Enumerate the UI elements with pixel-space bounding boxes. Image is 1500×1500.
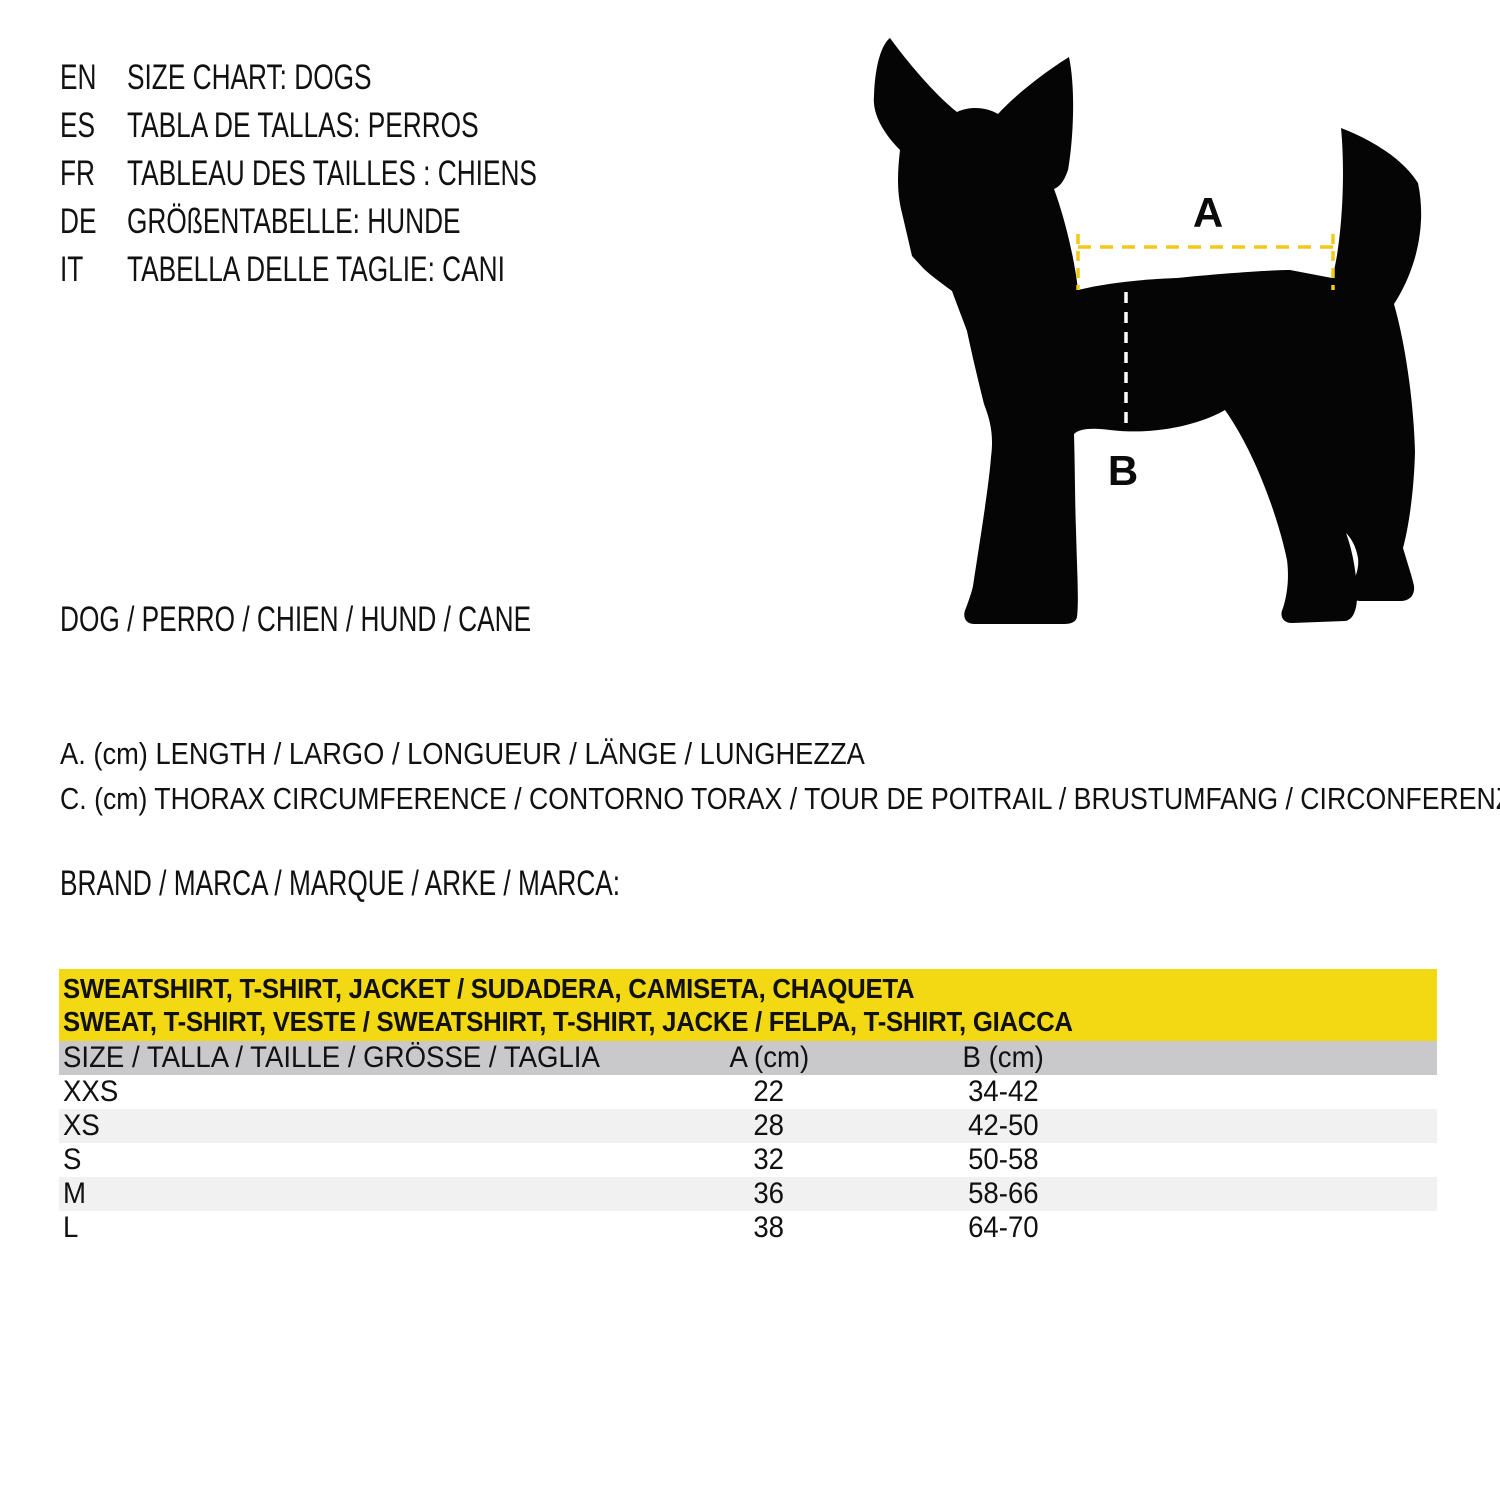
column-header-b: B (cm): [962, 1041, 1044, 1074]
cell-b: 64-70: [967, 1211, 1039, 1244]
legend-line-c: C. (cm) THORAX CIRCUMFERENCE / CONTORNO …: [60, 776, 1500, 821]
cell-a: 32: [753, 1143, 785, 1176]
brand-line: BRAND / MARCA / MARQUE / ARKE / MARCA:: [60, 861, 807, 906]
cell-a: 28: [753, 1109, 785, 1142]
cell-b: 34-42: [967, 1075, 1039, 1108]
legend-line-c-text: C. (cm) THORAX CIRCUMFERENCE / CONTORNO …: [60, 781, 1500, 816]
column-header-size: SIZE / TALLA / TAILLE / GRÖSSE / TAGLIA: [63, 1041, 600, 1074]
cell-b: 58-66: [967, 1177, 1039, 1210]
lang-label: SIZE CHART: DOGS: [127, 58, 372, 97]
table-row-xs: XS 28 42-50: [59, 1109, 1437, 1143]
table-row-s: S 32 50-58: [59, 1143, 1437, 1177]
lang-label: TABLEAU DES TAILLES : CHIENS: [127, 154, 537, 193]
cell-b: 50-58: [967, 1143, 1039, 1176]
dog-caption-text: DOG / PERRO / CHIEN / HUND / CANE: [60, 600, 532, 639]
lang-code: DE: [60, 202, 97, 241]
table-row-xxs: XXS 22 34-42: [59, 1075, 1437, 1109]
cell-size: XXS: [63, 1075, 119, 1108]
lang-row-it: IT TABELLA DELLE TAGLIE: CANI: [60, 246, 674, 294]
lang-code: IT: [60, 250, 84, 289]
column-header-a: A (cm): [729, 1041, 809, 1074]
size-table-title-band: SWEATSHIRT, T-SHIRT, JACKET / SUDADERA, …: [59, 969, 1437, 1041]
cell-a: 38: [753, 1211, 785, 1244]
cell-size: XS: [63, 1109, 100, 1142]
brand-line-text: BRAND / MARCA / MARQUE / ARKE / MARCA:: [60, 864, 621, 903]
lang-row-de: DE GRÖßENTABELLE: HUNDE: [60, 198, 674, 246]
language-title-list: EN SIZE CHART: DOGS ES TABLA DE TALLAS: …: [60, 54, 674, 294]
lang-label: TABLA DE TALLAS: PERROS: [127, 106, 479, 145]
cell-b: 42-50: [967, 1109, 1039, 1142]
lang-label: TABELLA DELLE TAGLIE: CANI: [127, 250, 505, 289]
lang-label: GRÖßENTABELLE: HUNDE: [127, 202, 461, 241]
size-table-title-line2: SWEAT, T-SHIRT, VESTE / SWEATSHIRT, T-SH…: [63, 1006, 1073, 1037]
table-row-l: L 38 64-70: [59, 1211, 1437, 1245]
size-table-body: XXS 22 34-42 XS 28 42-50 S 32 50-58 M 36…: [59, 1075, 1437, 1245]
cell-size: M: [63, 1177, 86, 1210]
size-table-header-row: SIZE / TALLA / TAILLE / GRÖSSE / TAGLIA …: [59, 1041, 1437, 1075]
dog-measurement-diagram: A B: [860, 20, 1452, 652]
dog-silhouette-icon: [873, 38, 1422, 624]
legend-line-a: A. (cm) LENGTH / LARGO / LONGUEUR / LÄNG…: [60, 731, 975, 776]
dog-caption: DOG / PERRO / CHIEN / HUND / CANE: [60, 597, 688, 642]
cell-size: S: [63, 1143, 82, 1176]
cell-size: L: [63, 1211, 79, 1244]
lang-row-fr: FR TABLEAU DES TAILLES : CHIENS: [60, 150, 674, 198]
measure-label-b: B: [1108, 447, 1138, 494]
cell-a: 22: [753, 1075, 785, 1108]
lang-row-es: ES TABLA DE TALLAS: PERROS: [60, 102, 674, 150]
lang-row-en: EN SIZE CHART: DOGS: [60, 54, 674, 102]
lang-code: EN: [60, 58, 97, 97]
measure-label-a: A: [1193, 189, 1223, 236]
table-row-m: M 36 58-66: [59, 1177, 1437, 1211]
lang-code: ES: [60, 106, 96, 145]
size-table-title-line1: SWEATSHIRT, T-SHIRT, JACKET / SUDADERA, …: [63, 973, 915, 1004]
legend-line-a-text: A. (cm) LENGTH / LARGO / LONGUEUR / LÄNG…: [60, 736, 865, 771]
lang-code: FR: [60, 154, 95, 193]
size-table: SWEATSHIRT, T-SHIRT, JACKET / SUDADERA, …: [59, 969, 1437, 1245]
cell-a: 36: [753, 1177, 785, 1210]
